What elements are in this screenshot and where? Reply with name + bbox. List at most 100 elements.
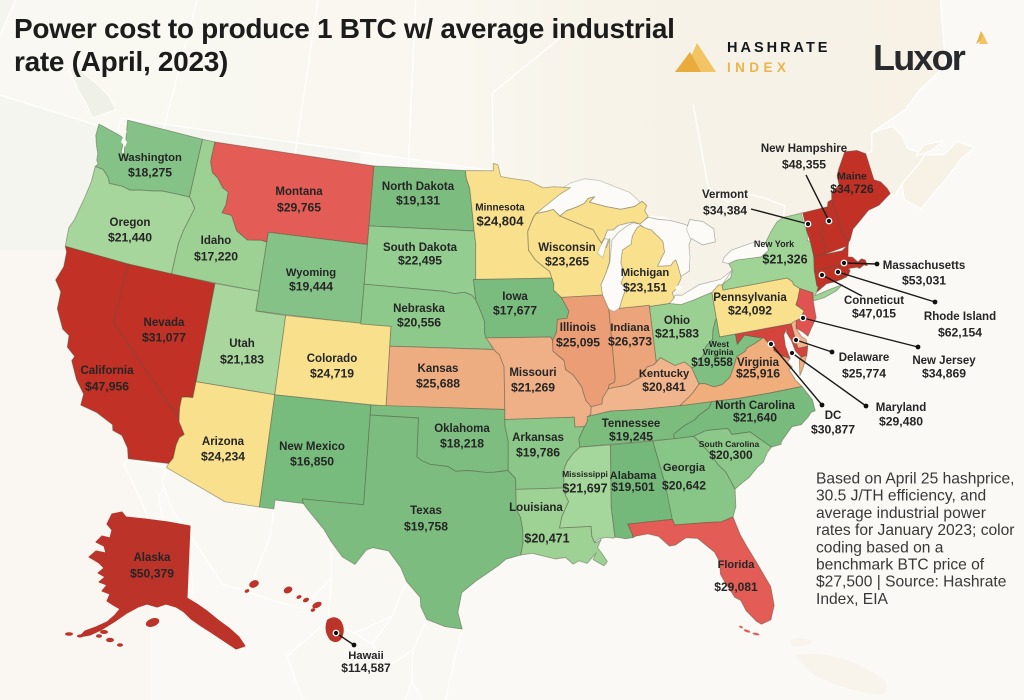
svg-text:Maine: Maine <box>837 171 867 183</box>
svg-text:rates for January 2023; color: rates for January 2023; color <box>816 522 1015 539</box>
svg-text:Wisconsin: Wisconsin <box>538 242 595 254</box>
svg-text:$27,500 | Source: Hashrate: $27,500 | Source: Hashrate <box>816 574 1006 591</box>
svg-text:INDEX: INDEX <box>727 60 790 75</box>
svg-text:South Carolina: South Carolina <box>699 439 760 449</box>
svg-text:North Carolina: North Carolina <box>715 400 795 412</box>
svg-text:$25,688: $25,688 <box>416 376 460 390</box>
svg-text:$25,916: $25,916 <box>736 366 780 380</box>
svg-text:Ohio: Ohio <box>664 315 690 327</box>
svg-text:Kansas: Kansas <box>418 363 459 375</box>
svg-text:$19,444: $19,444 <box>289 279 333 293</box>
svg-text:$20,300: $20,300 <box>709 448 753 462</box>
svg-text:Wyoming: Wyoming <box>286 267 336 279</box>
svg-text:Idaho: Idaho <box>201 235 232 247</box>
svg-text:Maryland: Maryland <box>876 402 927 414</box>
svg-text:average industrial power: average industrial power <box>816 505 986 522</box>
svg-text:$21,269: $21,269 <box>511 380 555 394</box>
svg-text:Indiana: Indiana <box>610 322 650 334</box>
svg-text:Texas: Texas <box>410 505 442 517</box>
svg-text:Vermont: Vermont <box>702 189 748 201</box>
svg-text:$62,154: $62,154 <box>938 325 982 339</box>
svg-text:Alabama: Alabama <box>610 470 657 482</box>
svg-text:$22,495: $22,495 <box>398 253 442 267</box>
svg-text:Alaska: Alaska <box>133 552 171 564</box>
svg-text:Index, EIA: Index, EIA <box>816 591 889 608</box>
svg-text:$24,234: $24,234 <box>201 449 245 463</box>
svg-text:$18,275: $18,275 <box>128 165 172 179</box>
svg-text:Conneticut: Conneticut <box>844 295 904 307</box>
svg-text:Power cost to produce 1 BTC w/: Power cost to produce 1 BTC w/ average i… <box>14 13 675 44</box>
svg-text:$21,697: $21,697 <box>562 481 607 495</box>
svg-text:$21,440: $21,440 <box>108 230 152 244</box>
svg-text:$20,642: $20,642 <box>662 478 706 492</box>
svg-text:$50,379: $50,379 <box>130 566 174 580</box>
svg-text:$34,726: $34,726 <box>830 182 874 196</box>
svg-text:$53,031: $53,031 <box>902 273 946 287</box>
svg-text:Rhode Island: Rhode Island <box>924 311 996 323</box>
svg-text:Montana: Montana <box>275 186 323 198</box>
svg-text:$24,719: $24,719 <box>310 366 354 380</box>
svg-text:Pennsylvania: Pennsylvania <box>713 292 787 304</box>
svg-text:coding based on a: coding based on a <box>816 539 944 556</box>
svg-text:$23,265: $23,265 <box>545 254 589 268</box>
svg-text:$24,092: $24,092 <box>728 303 772 317</box>
svg-text:$30,877: $30,877 <box>811 422 855 436</box>
svg-text:$19,786: $19,786 <box>516 445 560 459</box>
svg-text:$21,583: $21,583 <box>655 326 699 340</box>
svg-text:$34,384: $34,384 <box>703 203 747 217</box>
svg-text:Georgia: Georgia <box>663 462 706 474</box>
svg-text:$47,015: $47,015 <box>852 306 896 320</box>
svg-text:Arizona: Arizona <box>202 436 245 448</box>
svg-text:Missouri: Missouri <box>509 367 556 379</box>
svg-text:Iowa: Iowa <box>502 291 528 303</box>
svg-text:Based on April 25 hashprice,: Based on April 25 hashprice, <box>816 471 1015 488</box>
svg-text:$20,471: $20,471 <box>524 531 569 545</box>
svg-text:$26,373: $26,373 <box>608 334 652 348</box>
svg-text:$18,218: $18,218 <box>440 436 484 450</box>
svg-text:North Dakota: North Dakota <box>382 181 455 193</box>
svg-text:$21,640: $21,640 <box>733 410 777 424</box>
svg-text:Oklahoma: Oklahoma <box>434 423 490 435</box>
svg-text:$20,841: $20,841 <box>642 380 686 394</box>
svg-text:$34,869: $34,869 <box>922 366 966 380</box>
svg-text:Louisiana: Louisiana <box>509 502 563 514</box>
svg-text:West: West <box>709 339 729 349</box>
svg-text:$20,556: $20,556 <box>397 315 441 329</box>
svg-text:Mississippi: Mississippi <box>562 469 608 479</box>
svg-text:$29,081: $29,081 <box>714 580 758 594</box>
svg-text:$25,774: $25,774 <box>842 366 886 380</box>
svg-text:$23,151: $23,151 <box>623 280 667 294</box>
svg-text:New Jersey: New Jersey <box>912 355 976 367</box>
svg-text:Utah: Utah <box>229 338 255 350</box>
svg-text:$29,765: $29,765 <box>277 200 321 214</box>
svg-text:Virginia: Virginia <box>702 347 733 357</box>
svg-text:benchmark BTC price of: benchmark BTC price of <box>816 557 985 574</box>
svg-text:Tennessee: Tennessee <box>602 418 661 430</box>
svg-text:California: California <box>80 365 134 377</box>
svg-text:$24,804: $24,804 <box>477 214 525 229</box>
svg-text:$19,558: $19,558 <box>691 357 733 369</box>
svg-text:30.5 J/TH efficiency, and: 30.5 J/TH efficiency, and <box>816 488 986 505</box>
svg-text:South Dakota: South Dakota <box>383 242 458 254</box>
svg-text:$17,677: $17,677 <box>493 303 537 317</box>
svg-text:Florida: Florida <box>718 559 756 571</box>
svg-text:Massachusetts: Massachusetts <box>883 260 965 272</box>
svg-text:$19,245: $19,245 <box>609 429 653 443</box>
svg-text:$47,956: $47,956 <box>85 379 129 393</box>
svg-text:New Hampshire: New Hampshire <box>761 143 847 155</box>
svg-text:DC: DC <box>825 410 842 422</box>
svg-text:Washington: Washington <box>118 152 182 164</box>
svg-text:Michigan: Michigan <box>621 267 670 279</box>
svg-text:Oregon: Oregon <box>110 217 151 229</box>
svg-text:Colorado: Colorado <box>307 353 357 365</box>
svg-text:$48,355: $48,355 <box>782 157 826 171</box>
svg-text:Illinois: Illinois <box>560 322 596 334</box>
svg-text:$21,183: $21,183 <box>220 352 264 366</box>
svg-text:$21,326: $21,326 <box>762 252 807 266</box>
svg-text:$19,501: $19,501 <box>611 480 655 494</box>
svg-text:Hawaii: Hawaii <box>348 650 383 662</box>
svg-text:$25,095: $25,095 <box>556 335 600 349</box>
svg-text:Delaware: Delaware <box>839 352 890 364</box>
svg-text:Luxor: Luxor <box>873 37 966 78</box>
svg-text:HASHRATE: HASHRATE <box>727 40 830 56</box>
